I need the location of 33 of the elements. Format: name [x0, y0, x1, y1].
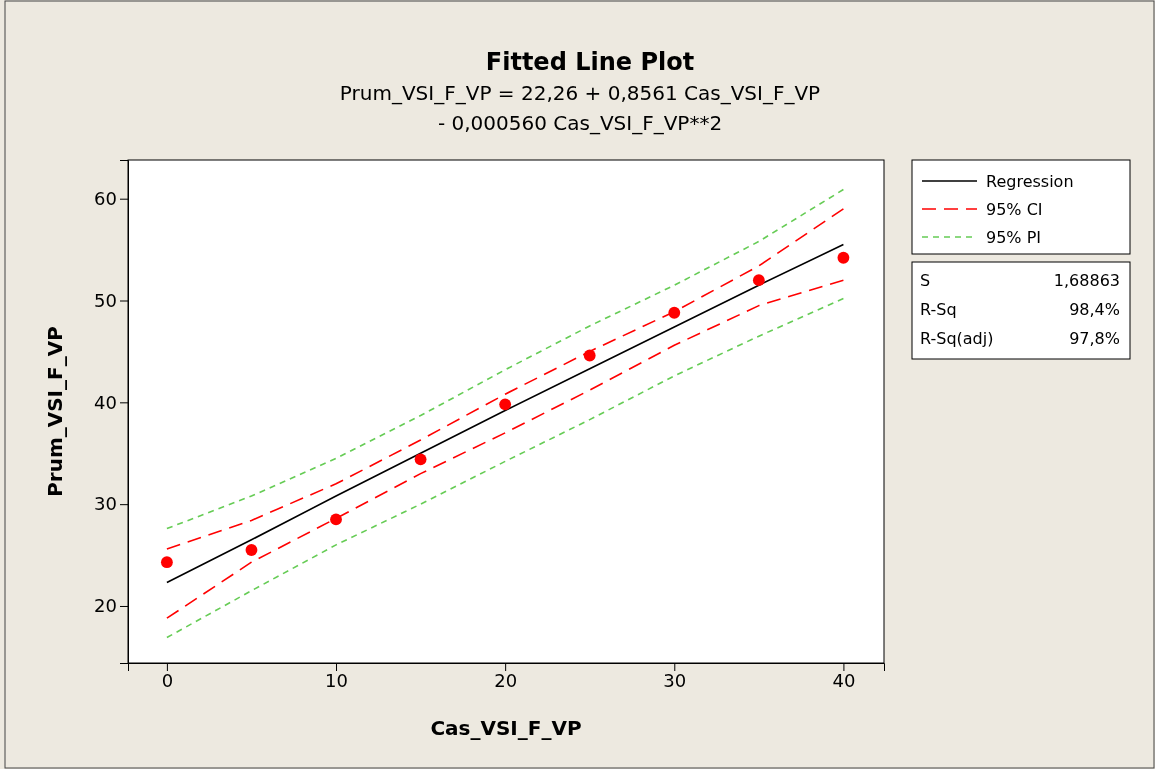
text: 97,8%	[1069, 329, 1120, 348]
y-tick-label: 60	[94, 187, 117, 209]
legend-label: 95% CI	[986, 200, 1043, 219]
text: 98,4%	[1069, 300, 1120, 319]
point	[752, 274, 765, 287]
y-tick-label: 40	[94, 391, 117, 413]
line-series	[166, 243, 845, 584]
legend-label: 95% PI	[986, 228, 1042, 247]
y-tick-label: 20	[94, 595, 117, 617]
chart-title: Fitted Line Plot	[485, 48, 695, 76]
text: R-Sq(adj)	[920, 329, 994, 348]
text: S	[920, 271, 931, 290]
point	[668, 306, 681, 319]
legend-label: Regression	[986, 172, 1074, 191]
point	[837, 251, 850, 264]
point	[330, 513, 342, 526]
y-tick-label: 30	[94, 493, 117, 515]
y-axis-title: Prum_VSI_F_VP	[43, 326, 67, 497]
point	[583, 349, 596, 362]
x-tick-label: 40	[832, 669, 856, 691]
text: R-Sq	[920, 300, 957, 319]
y-tick-label: 50	[94, 289, 117, 311]
point	[160, 556, 173, 569]
x-tick-label: 20	[494, 669, 518, 691]
chart-subtitle: Prum_VSI_F_VP = 22,26 + 0,8561 Cas_VSI_F_VP - 0,000560 Cas_VSI_F_VP**2	[339, 81, 821, 135]
x-tick-label: 10	[325, 669, 348, 691]
text: 1,68863	[1053, 271, 1120, 290]
x-tick-label: 30	[663, 669, 687, 691]
point	[414, 453, 427, 466]
point	[499, 398, 512, 411]
point	[245, 544, 258, 556]
x-axis-title: Cas_VSI_F_VP	[430, 716, 582, 740]
x-tick-label: 0	[161, 669, 174, 691]
